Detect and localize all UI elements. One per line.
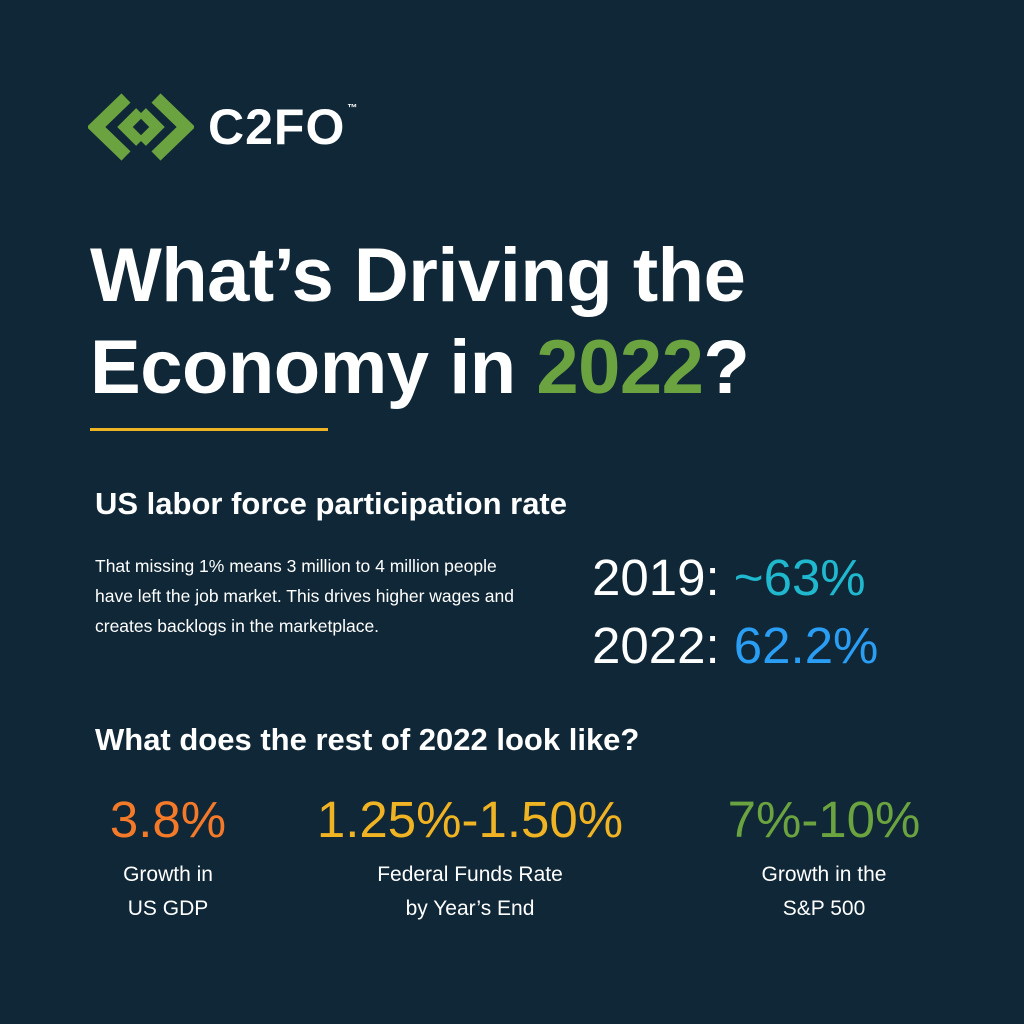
page-title: What’s Driving the Economy in 2022? bbox=[90, 230, 750, 414]
stat-year: 2022: bbox=[592, 617, 720, 674]
logo-trademark: ™ bbox=[347, 103, 359, 114]
metric-value: 3.8% bbox=[109, 791, 227, 848]
metric-caption: Growth in US GDP bbox=[123, 863, 213, 920]
labor-heading: US labor force participation rate bbox=[95, 486, 567, 521]
stat-year: 2019: bbox=[592, 549, 720, 606]
metric-sp500: 7%-10% Growth in the S&P 500 bbox=[704, 790, 944, 926]
stat-2019: 2019: ~63% bbox=[592, 552, 866, 603]
stat-2022: 2022: 62.2% bbox=[592, 620, 878, 671]
title-line-1: What’s Driving the bbox=[90, 233, 746, 318]
metric-value: 1.25%-1.50% bbox=[316, 791, 624, 848]
title-line-2-prefix: Economy in bbox=[90, 325, 537, 410]
metric-caption: Growth in the S&P 500 bbox=[761, 863, 887, 920]
metric-value: 7%-10% bbox=[727, 791, 921, 848]
title-year: 2022 bbox=[536, 325, 704, 410]
brand-logo: C2FO ™ bbox=[88, 92, 358, 162]
title-divider bbox=[90, 428, 328, 431]
outlook-heading: What does the rest of 2022 look like? bbox=[95, 722, 640, 757]
metric-caption: Federal Funds Rate by Year’s End bbox=[377, 863, 563, 920]
title-question-mark: ? bbox=[703, 325, 750, 410]
metric-gdp: 3.8% Growth in US GDP bbox=[68, 790, 268, 926]
c2fo-chain-link-icon bbox=[88, 93, 194, 161]
logo-wordmark: C2FO ™ bbox=[208, 99, 359, 155]
stat-value: 62.2% bbox=[733, 617, 879, 674]
labor-description: That missing 1% means 3 million to 4 mil… bbox=[95, 556, 514, 636]
metric-fed-funds-rate: 1.25%-1.50% Federal Funds Rate by Year’s … bbox=[290, 790, 650, 926]
stat-value: ~63% bbox=[733, 549, 866, 606]
